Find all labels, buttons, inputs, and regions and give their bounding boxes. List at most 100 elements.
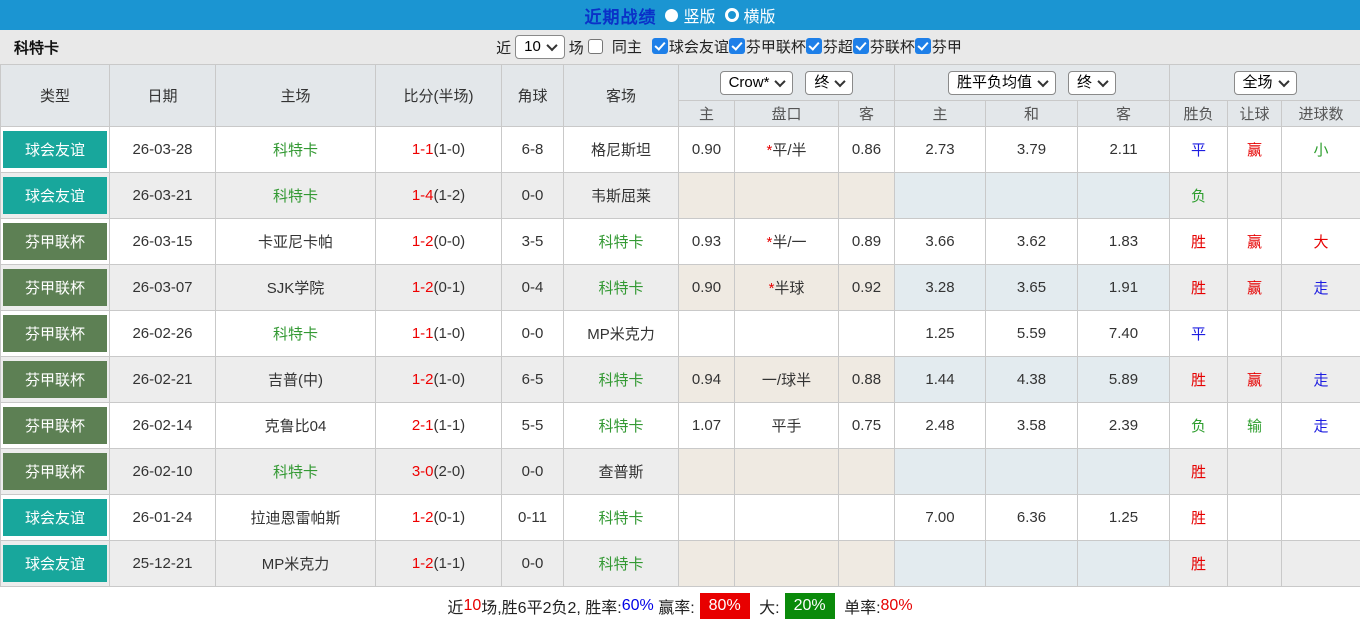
cell-score: 1-2(0-0) (376, 219, 502, 265)
filter-checkboxes: 同主球会友谊芬甲联杯芬超芬联杯芬甲 (588, 36, 962, 59)
filter-checkbox-item[interactable]: 芬联杯 (853, 36, 915, 57)
match-type-badge: 球会友谊 (3, 177, 107, 214)
cell-handicap (735, 449, 839, 495)
view-option-vertical[interactable]: 竖版 (665, 3, 715, 27)
filter-checkbox-item[interactable]: 芬甲 (915, 36, 962, 57)
cell-odds-away: 0.88 (839, 357, 895, 403)
result-scope-select[interactable]: 全场 (1234, 71, 1297, 95)
summary-segment: 赢率: (654, 594, 695, 618)
odds-time-select[interactable]: 终 (805, 71, 853, 95)
checkbox-checked-icon[interactable] (915, 38, 931, 54)
cell-goals: 走 (1282, 403, 1360, 449)
cell-avg-draw: 5.59 (986, 311, 1078, 357)
cell-handicap-result (1228, 173, 1282, 219)
cell-date: 26-02-10 (110, 449, 216, 495)
sub-header-handicap: 盘口 (735, 101, 839, 127)
fulltime-score: 1-2 (412, 233, 434, 250)
checkbox-checked-icon[interactable] (652, 38, 668, 54)
cell-away-team: 科特卡 (564, 265, 679, 311)
cell-odds-away (839, 311, 895, 357)
odds-time-select-value: 终 (814, 74, 829, 92)
avg-type-select[interactable]: 胜平负均值 (948, 71, 1056, 95)
cell-avg-lose: 1.91 (1078, 265, 1170, 311)
cell-handicap (735, 311, 839, 357)
rounds-select[interactable]: 10 (515, 35, 565, 59)
filter-checkbox-label: 芬甲联杯 (746, 36, 806, 57)
cell-date: 26-02-14 (110, 403, 216, 449)
view-option-horizontal[interactable]: 横版 (725, 3, 776, 27)
cell-home-team: 卡亚尼卡帕 (216, 219, 376, 265)
cell-goals: 大 (1282, 219, 1360, 265)
filter-checkbox-item[interactable]: 球会友谊 (652, 36, 729, 57)
cell-odds-away: 0.86 (839, 127, 895, 173)
cell-goals (1282, 449, 1360, 495)
sub-header-avg-draw: 和 (986, 101, 1078, 127)
summary-segment: 大: (755, 594, 780, 618)
cell-away-team: 科特卡 (564, 357, 679, 403)
match-type-badge: 芬甲联杯 (3, 269, 107, 306)
chevron-down-icon (1097, 75, 1108, 86)
checkbox-unchecked-icon[interactable] (588, 39, 603, 54)
cell-match-type: 球会友谊 (1, 495, 110, 541)
chevron-down-icon (835, 75, 846, 86)
filter-checkbox-label: 同主 (612, 36, 642, 57)
checkbox-checked-icon[interactable] (806, 38, 822, 54)
cell-avg-draw: 3.65 (986, 265, 1078, 311)
fulltime-score: 1-4 (412, 187, 434, 204)
cell-avg-win (895, 449, 986, 495)
cell-handicap (735, 495, 839, 541)
filter-checkbox-item[interactable]: 芬超 (806, 36, 853, 57)
cell-date: 26-03-07 (110, 265, 216, 311)
fulltime-score: 1-2 (412, 555, 434, 572)
cell-handicap-result: 赢 (1228, 357, 1282, 403)
odds-header-group: Crow* 终 (679, 65, 895, 101)
col-header-home: 主场 (216, 65, 376, 127)
odds-company-select[interactable]: Crow* (720, 71, 794, 95)
halftime-score: (0-1) (434, 279, 466, 296)
cell-handicap-result (1228, 495, 1282, 541)
cell-avg-lose: 2.11 (1078, 127, 1170, 173)
cell-corners: 3-5 (502, 219, 564, 265)
cell-result: 胜 (1170, 357, 1228, 403)
avg-time-select[interactable]: 终 (1068, 71, 1116, 95)
cell-home-team: 克鲁比04 (216, 403, 376, 449)
cell-avg-draw: 6.36 (986, 495, 1078, 541)
cell-corners: 0-0 (502, 541, 564, 587)
cell-match-type: 球会友谊 (1, 541, 110, 587)
cell-handicap: 平手 (735, 403, 839, 449)
radio-unselected-icon[interactable] (725, 8, 739, 22)
halftime-score: (0-0) (434, 233, 466, 250)
result-header-group: 全场 (1170, 65, 1360, 101)
cell-result: 胜 (1170, 495, 1228, 541)
cell-odds-home (679, 495, 735, 541)
cell-handicap: 一/球半 (735, 357, 839, 403)
cell-home-team: 科特卡 (216, 311, 376, 357)
sub-header-odds-home: 主 (679, 101, 735, 127)
cell-result: 胜 (1170, 219, 1228, 265)
chevron-down-icon (546, 40, 557, 51)
cell-away-team: 科特卡 (564, 219, 679, 265)
checkbox-checked-icon[interactable] (853, 38, 869, 54)
cell-odds-away (839, 495, 895, 541)
handicap-star: * (769, 280, 775, 297)
cell-goals (1282, 173, 1360, 219)
fulltime-score: 1-1 (412, 325, 434, 342)
radio-selected-icon[interactable] (665, 9, 678, 22)
checkbox-checked-icon[interactable] (729, 38, 745, 54)
cell-handicap (735, 541, 839, 587)
summary-segment: 单率: (840, 594, 881, 618)
summary-segment: 60% (622, 597, 654, 615)
cell-odds-home (679, 541, 735, 587)
cell-odds-away: 0.75 (839, 403, 895, 449)
filter-checkbox-item[interactable]: 芬甲联杯 (729, 36, 806, 57)
cell-avg-win (895, 541, 986, 587)
filter-checkbox-item[interactable]: 同主 (588, 36, 642, 57)
match-type-badge: 球会友谊 (3, 499, 107, 536)
